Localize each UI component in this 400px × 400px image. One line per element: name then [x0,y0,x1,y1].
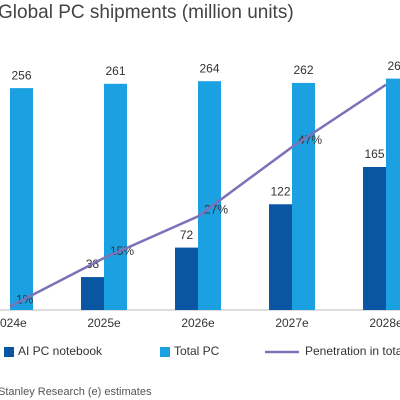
bar [198,81,221,310]
line [9,83,387,308]
legend-swatch [160,347,170,357]
data-label: 72 [180,228,194,242]
data-label: 262 [293,63,313,77]
data-label: 122 [270,184,290,198]
source-note: Stanley Research (e) estimates [0,386,152,398]
chart-title: Global PC shipments (million units) [0,2,294,23]
data-label: 256 [11,68,31,82]
data-label: 47% [298,133,322,147]
legend-label: Penetration in total PC [305,344,400,358]
bar [10,88,33,310]
legend-label: Total PC [174,344,220,358]
data-label: 267 [387,59,400,73]
bar [104,83,127,310]
data-label: 165 [364,147,384,161]
bar [175,247,198,310]
x-tick-label: 2028e [369,316,400,330]
legend-swatch [4,347,14,357]
bar [386,78,400,310]
bar [292,82,315,310]
x-tick-label: 2027e [275,316,309,330]
legend-label: AI PC notebook [18,344,103,358]
x-tick-label: 2026e [181,316,215,330]
bar [363,167,386,310]
bar [269,204,292,310]
x-tick-label: 2025e [87,316,121,330]
data-label: 261 [105,64,125,78]
data-label: 264 [199,61,219,75]
bar [81,277,104,310]
x-tick-label: 2024e [0,316,27,330]
